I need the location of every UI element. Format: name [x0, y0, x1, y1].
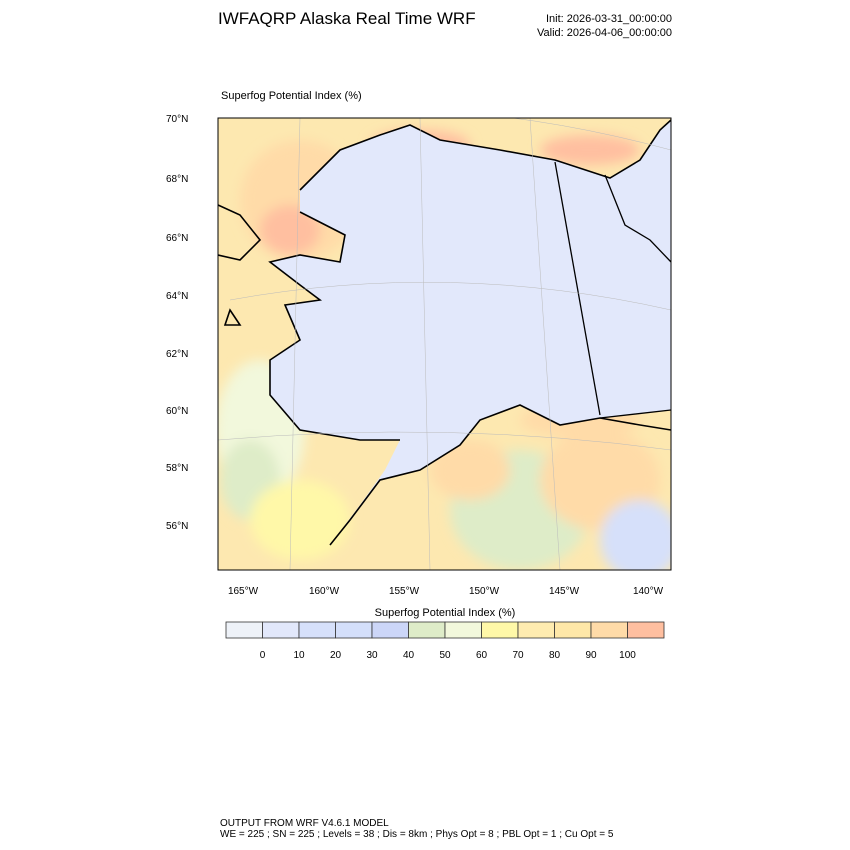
graticule: [218, 118, 671, 570]
colorbar-box: [444, 621, 482, 639]
lon-label: 145°W: [548, 586, 580, 597]
lat-label: 60°N: [166, 406, 189, 417]
colorbar-label: 0: [259, 650, 266, 661]
footer-line-1: OUTPUT FROM WRF V4.6.1 MODEL: [220, 818, 389, 829]
colorbar-label: 90: [585, 650, 597, 661]
colorbar-label: 50: [439, 650, 451, 661]
colorbar-label: 20: [329, 650, 342, 661]
lat-label: 68°N: [166, 174, 189, 185]
land-low-index-region: [270, 120, 671, 545]
colorbar-box: [298, 621, 336, 639]
map-field: [218, 118, 671, 570]
lat-label: 56°N: [166, 521, 189, 532]
colorbar-box: [590, 621, 628, 639]
map-frame: [217, 117, 672, 571]
lat-label: 58°N: [166, 463, 189, 474]
colorbar-box: [554, 621, 592, 639]
colorbar-label: 80: [548, 650, 561, 661]
colorbar-label: 100: [619, 650, 636, 661]
colorbar-label: 10: [293, 650, 305, 661]
colorbar: [225, 621, 665, 639]
lat-label: 64°N: [166, 291, 189, 302]
init-time: Init: 2026-03-31_00:00:00: [546, 13, 672, 25]
lon-label: 150°W: [468, 586, 500, 597]
colorbar-label: 30: [366, 650, 378, 661]
lat-label: 70°N: [166, 114, 189, 125]
lat-label: 62°N: [166, 349, 189, 360]
border-line: [554, 161, 671, 419]
colorbar-box: [262, 621, 300, 639]
lon-label: 165°W: [227, 586, 259, 597]
map-subtitle: Superfog Potential Index (%): [221, 90, 362, 102]
lon-label: 140°W: [632, 586, 664, 597]
colorbar-box: [335, 621, 373, 639]
colorbar-box: [225, 621, 263, 639]
colorbar-box: [481, 621, 519, 639]
lon-label: 155°W: [388, 586, 420, 597]
colorbar-label: 40: [402, 650, 415, 661]
colorbar-box: [408, 621, 446, 639]
colorbar-label: 70: [512, 650, 524, 661]
valid-time: Valid: 2026-04-06_00:00:00: [537, 27, 672, 39]
colorbar-box: [371, 621, 409, 639]
footer-line-2: WE = 225 ; SN = 225 ; Levels = 38 ; Dis …: [220, 829, 614, 840]
coastline: [218, 119, 671, 546]
colorbar-box: [517, 621, 555, 639]
colorbar-box: [627, 621, 665, 639]
colorbar-label: 60: [475, 650, 488, 661]
lon-label: 160°W: [308, 586, 340, 597]
colorbar-title: Superfog Potential Index (%): [374, 607, 516, 619]
page-title: IWFAQRP Alaska Real Time WRF: [218, 9, 476, 28]
lat-label: 66°N: [166, 233, 189, 244]
